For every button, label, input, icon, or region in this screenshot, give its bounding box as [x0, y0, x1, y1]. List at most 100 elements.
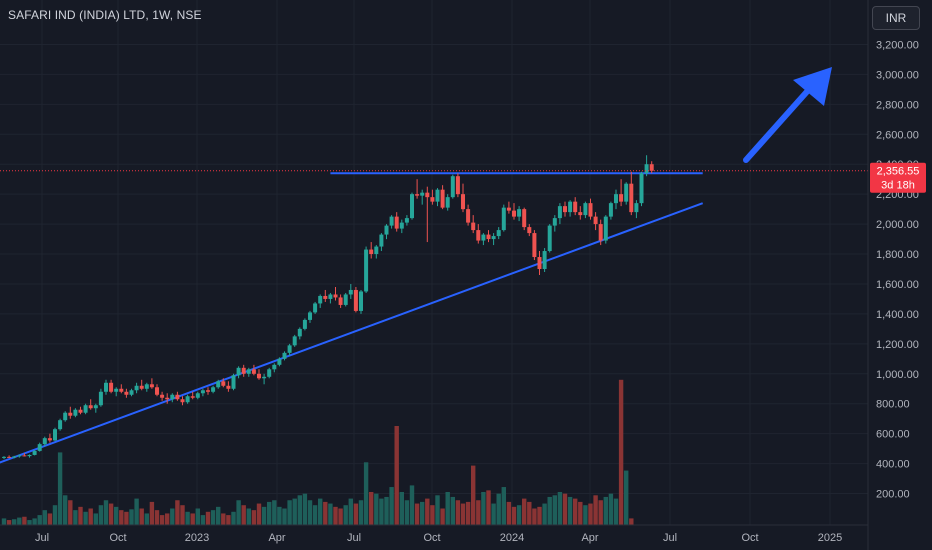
x-tick-label: Oct: [109, 532, 126, 544]
volume-bar: [522, 498, 527, 525]
volume-bar: [312, 505, 318, 525]
y-tick-label: 3,200.00: [876, 39, 919, 51]
volume-bar: [37, 515, 42, 525]
candle-body: [425, 192, 430, 198]
volume-bar: [149, 501, 155, 525]
volume-bar: [450, 496, 455, 525]
volume-bar: [323, 501, 328, 525]
currency-button[interactable]: INR: [872, 6, 920, 30]
volume-bar: [425, 498, 430, 525]
candle-body: [175, 394, 180, 400]
candle: [241, 364, 246, 377]
x-tick-label: 2023: [185, 532, 209, 544]
candle: [42, 436, 47, 447]
volume-bar: [608, 493, 614, 525]
volume-bar: [226, 515, 231, 525]
candle-body: [302, 319, 307, 329]
volume-bar: [613, 498, 619, 525]
candle-body: [104, 382, 108, 392]
volume-bar: [292, 498, 297, 525]
grid: [0, 0, 868, 525]
candle-body: [287, 345, 292, 353]
volume-bar: [277, 506, 282, 525]
candle-body: [445, 197, 450, 208]
candle: [343, 292, 348, 307]
candle-body: [608, 203, 613, 217]
candle: [435, 188, 440, 207]
candle: [282, 351, 287, 361]
volume-bar: [47, 513, 53, 525]
trendline-rising-support[interactable]: [0, 202, 704, 474]
candle: [251, 364, 256, 376]
candle-body: [68, 412, 73, 416]
candle-body: [568, 201, 573, 213]
candle-body: [338, 297, 343, 305]
volume-bar: [205, 511, 211, 525]
volume-bar: [532, 508, 537, 525]
candle: [257, 369, 261, 380]
volume-bar: [307, 500, 313, 525]
y-tick-label: 800.00: [876, 399, 910, 411]
candle-body: [471, 222, 476, 231]
candle-body: [257, 373, 261, 379]
candle-body: [399, 222, 404, 229]
candle-body: [476, 230, 481, 241]
volume-bar: [501, 487, 506, 525]
candle-body: [206, 390, 210, 392]
candle: [481, 233, 486, 246]
volume-bar: [343, 505, 348, 525]
candle: [211, 385, 216, 394]
candle-body: [272, 364, 277, 370]
volume-bar: [399, 492, 404, 525]
candle: [639, 171, 644, 207]
volume-bar: [195, 508, 200, 525]
candle: [389, 215, 394, 229]
arrow-annotation[interactable]: [743, 67, 832, 163]
candle-body: [552, 218, 557, 226]
candle-body: [42, 438, 47, 445]
volume-bar: [246, 508, 251, 525]
candle-body: [323, 295, 328, 299]
volume-bar: [435, 495, 440, 525]
y-tick-label: 1,600.00: [876, 279, 919, 291]
candle-body: [563, 206, 567, 213]
candle-body: [359, 291, 363, 311]
candle: [430, 189, 435, 205]
candle-body: [165, 397, 170, 400]
candle: [512, 203, 516, 220]
volume-bar: [471, 465, 476, 525]
x-tick-label: Apr: [581, 532, 598, 544]
candle: [292, 334, 297, 347]
candle-body: [501, 207, 506, 231]
candle: [53, 427, 57, 442]
candle-body: [88, 405, 93, 409]
candle: [359, 289, 363, 314]
candle-body: [12, 456, 17, 458]
arrow-head: [793, 67, 832, 106]
volume-bar: [333, 506, 338, 525]
candle-body: [517, 209, 522, 217]
candle-body: [512, 210, 516, 217]
volume-bar: [379, 498, 384, 525]
candle: [455, 173, 460, 198]
candle: [119, 384, 124, 394]
volume-bar: [516, 505, 522, 525]
candle-body: [404, 218, 409, 223]
volume-bar: [374, 493, 379, 525]
candle: [517, 206, 522, 222]
volume-bar: [547, 496, 552, 525]
candle: [496, 227, 501, 240]
candle: [68, 406, 73, 419]
candle-body: [455, 176, 460, 195]
candle: [440, 185, 445, 210]
volume-bar: [236, 500, 241, 525]
x-tick-label: 2025: [818, 532, 842, 544]
candle-body: [318, 295, 323, 304]
candle: [144, 382, 149, 392]
candle-body: [190, 396, 195, 398]
candle: [353, 286, 358, 313]
volume-bar: [124, 511, 129, 525]
candles: [2, 155, 654, 460]
candle-body: [634, 203, 639, 213]
